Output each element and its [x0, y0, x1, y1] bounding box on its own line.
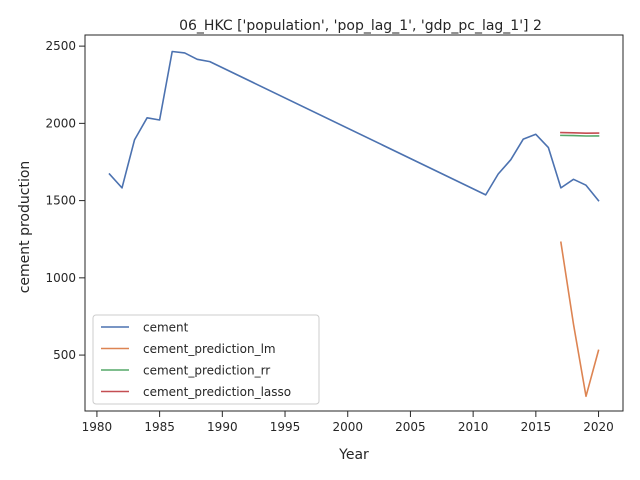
series-line-cement-prediction-rr [560, 134, 600, 137]
y-tick-label: 2500 [45, 39, 76, 53]
series-layer [108, 50, 600, 398]
series-line-cement-prediction-lasso [560, 131, 600, 134]
legend-label: cement [143, 321, 189, 335]
x-tick-label: 2005 [395, 420, 426, 434]
x-tick-label: 2020 [583, 420, 614, 434]
legend-label: cement_prediction_rr [143, 364, 270, 378]
y-tick-label: 2000 [45, 116, 76, 130]
y-axis-label: cement production [17, 161, 33, 294]
x-axis-label: Year [338, 447, 369, 463]
legend-label: cement_prediction_lasso [143, 385, 291, 399]
x-tick-label: 1990 [207, 420, 238, 434]
series-line-cement [108, 50, 600, 202]
x-tick-label: 2000 [332, 420, 363, 434]
x-tick-label: 1980 [82, 420, 113, 434]
y-tick-label: 500 [53, 348, 76, 362]
chart-title: 06_HKC ['population', 'pop_lag_1', 'gdp_… [179, 18, 542, 34]
x-tick-label: 1985 [144, 420, 175, 434]
x-axis: 1980 1985 1990 1995 2000 2005 2010 2015 2020 [82, 411, 614, 434]
x-tick-label: 1995 [270, 420, 301, 434]
x-tick-label: 2015 [521, 420, 552, 434]
x-tick-label: 2010 [458, 420, 489, 434]
series-line-cement-prediction-lm [559, 241, 600, 398]
y-axis: 500 1000 1500 2000 2500 [45, 39, 85, 362]
y-tick-label: 1000 [45, 271, 76, 285]
y-tick-label: 1500 [45, 194, 76, 208]
legend: cement cement_prediction_lm cement_predict… [92, 314, 320, 405]
legend-box [92, 314, 320, 405]
legend-label: cement_prediction_lm [143, 342, 276, 356]
